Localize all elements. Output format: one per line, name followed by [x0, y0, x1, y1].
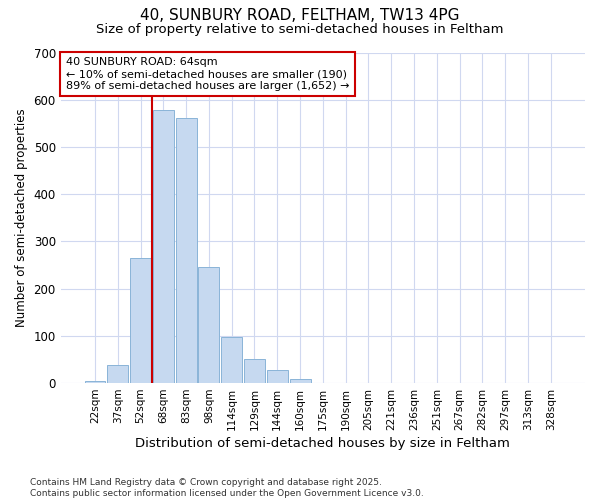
Bar	[85, 380, 106, 383]
Bar	[244, 360, 265, 383]
Text: Size of property relative to semi-detached houses in Feltham: Size of property relative to semi-detach…	[96, 22, 504, 36]
Bar	[130, 258, 151, 383]
Bar	[221, 337, 242, 383]
Bar	[199, 268, 220, 383]
Text: 40 SUNBURY ROAD: 64sqm
← 10% of semi-detached houses are smaller (190)
89% of se: 40 SUNBURY ROAD: 64sqm ← 10% of semi-det…	[66, 58, 349, 90]
X-axis label: Distribution of semi-detached houses by size in Feltham: Distribution of semi-detached houses by …	[136, 437, 510, 450]
Bar	[176, 118, 197, 383]
Text: 40, SUNBURY ROAD, FELTHAM, TW13 4PG: 40, SUNBURY ROAD, FELTHAM, TW13 4PG	[140, 8, 460, 22]
Y-axis label: Number of semi-detached properties: Number of semi-detached properties	[15, 108, 28, 327]
Text: Contains HM Land Registry data © Crown copyright and database right 2025.
Contai: Contains HM Land Registry data © Crown c…	[30, 478, 424, 498]
Bar	[290, 380, 311, 383]
Bar	[107, 365, 128, 383]
Bar	[153, 110, 174, 383]
Bar	[267, 370, 288, 383]
